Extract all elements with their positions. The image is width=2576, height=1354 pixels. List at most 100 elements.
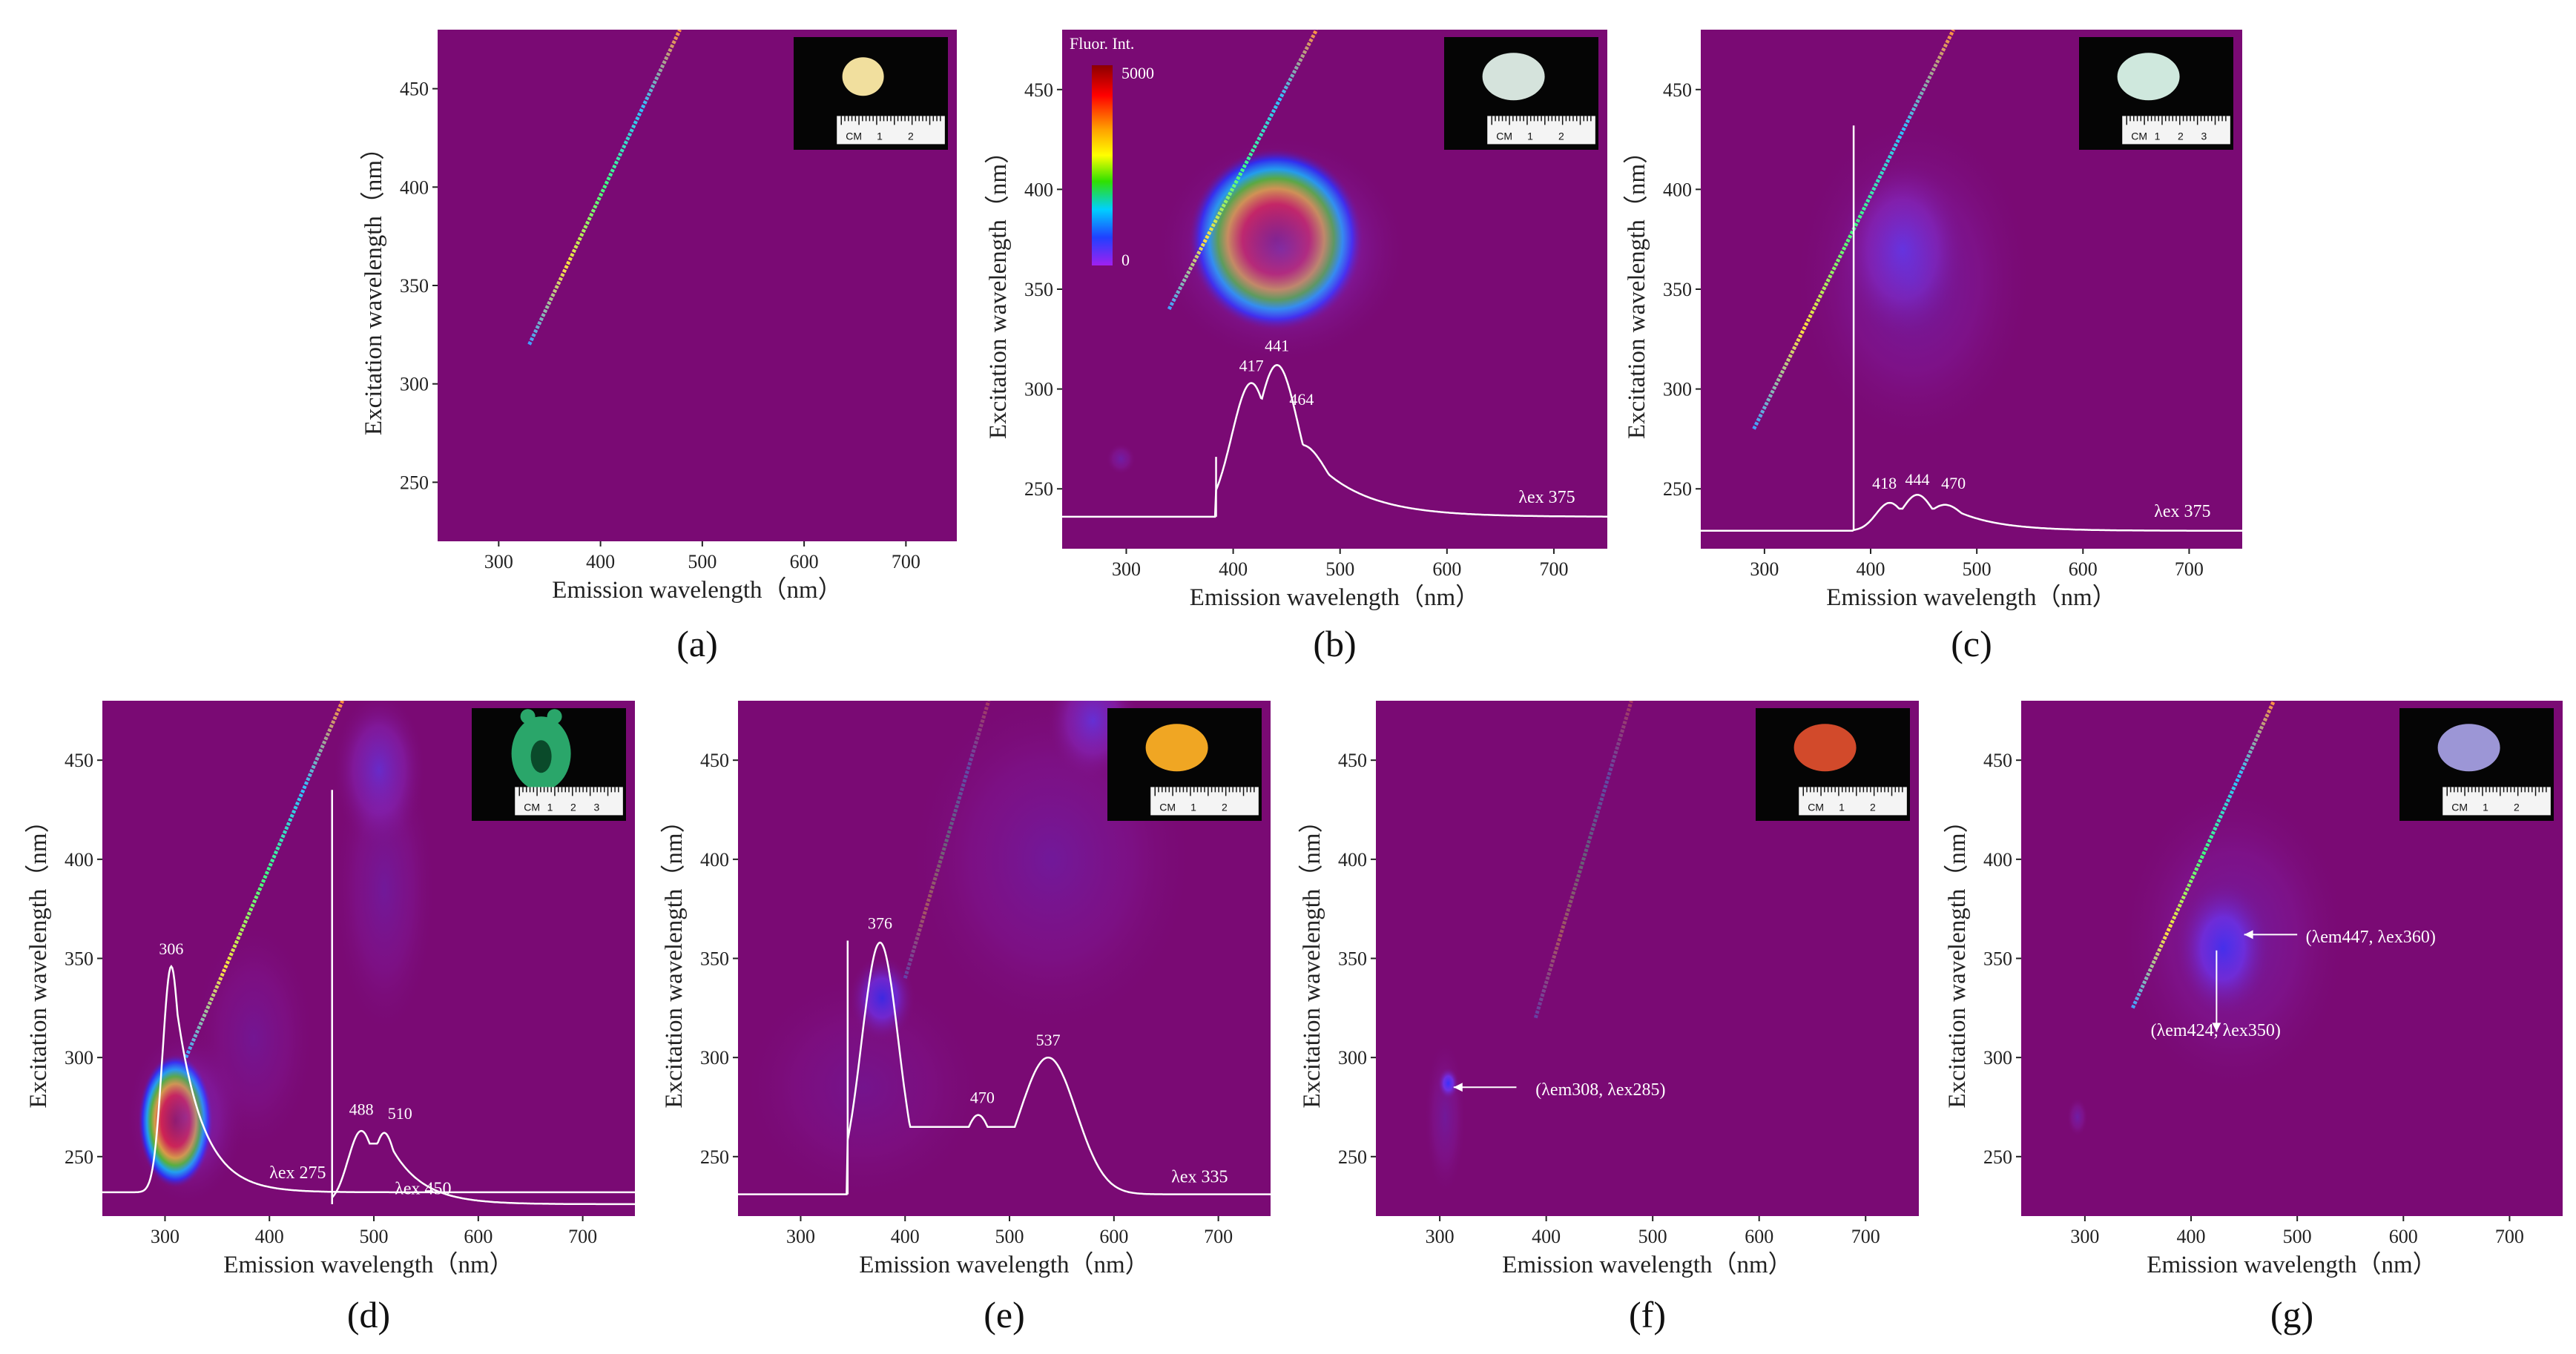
ruler-label: 2 bbox=[2178, 130, 2184, 142]
x-tick-label: 500 bbox=[1638, 1226, 1667, 1247]
x-tick-label: 300 bbox=[484, 551, 513, 572]
emission-spectrum-curve bbox=[102, 964, 635, 1194]
inset-photo: CM 1 2 3 bbox=[472, 708, 626, 821]
gem-sample bbox=[2437, 724, 2500, 772]
y-tick-label: 350 bbox=[1983, 948, 2012, 970]
y-axis-label: Excitation wavelength（nm） bbox=[25, 808, 52, 1108]
peak-label: 537 bbox=[1036, 1031, 1061, 1049]
y-tick-label: 450 bbox=[400, 79, 429, 100]
inset-photo: CM 1 2 bbox=[1444, 37, 1598, 150]
x-tick-label: 400 bbox=[1857, 558, 1885, 580]
x-tick-label: 600 bbox=[1099, 1226, 1128, 1247]
y-tick-label: 300 bbox=[400, 374, 429, 395]
panel-label: (a) bbox=[676, 623, 718, 664]
x-tick-label: 400 bbox=[891, 1226, 920, 1247]
x-tick-label: 700 bbox=[2175, 558, 2204, 580]
y-tick-label: 450 bbox=[1338, 750, 1367, 771]
colorbar-max-label: 5000 bbox=[1121, 64, 1154, 82]
emission-spectrum-curve bbox=[738, 941, 1271, 1195]
peak-label: 418 bbox=[1872, 474, 1897, 492]
x-tick-label: 400 bbox=[586, 551, 615, 572]
x-tick-label: 300 bbox=[1426, 1226, 1455, 1247]
x-tick-label: 600 bbox=[790, 551, 819, 572]
spectrum-annotation: λex 335 bbox=[1171, 1168, 1228, 1187]
peak-label: 470 bbox=[970, 1089, 995, 1107]
y-tick-label: 300 bbox=[65, 1047, 93, 1069]
plot-content: (λem308, λex285) bbox=[1423, 701, 1666, 1197]
panel-label: (b) bbox=[1313, 623, 1356, 664]
x-tick-label: 600 bbox=[1745, 1226, 1773, 1247]
x-tick-label: 600 bbox=[1432, 558, 1461, 580]
y-tick-label: 350 bbox=[65, 948, 93, 970]
annotation-arrowhead bbox=[1453, 1083, 1463, 1092]
y-tick-label: 400 bbox=[65, 849, 93, 871]
ruler-label: 1 bbox=[2155, 130, 2161, 142]
x-axis-label: Emission wavelength（nm） bbox=[859, 1252, 1149, 1278]
ruler-label: CM bbox=[2131, 130, 2147, 142]
x-tick-label: 700 bbox=[2495, 1226, 2524, 1247]
ruler-label: 1 bbox=[1839, 801, 1845, 813]
peak-label: 470 bbox=[1941, 474, 1966, 492]
ruler-label: 2 bbox=[1222, 801, 1228, 813]
inset-photo: CM 1 2 bbox=[794, 37, 948, 150]
emission-spectrum-curve bbox=[1701, 494, 2242, 532]
rayleigh-scatter-line bbox=[903, 701, 991, 979]
ruler-label: 2 bbox=[1870, 801, 1876, 813]
x-tick-label: 300 bbox=[2070, 1226, 2099, 1247]
x-tick-label: 700 bbox=[568, 1226, 597, 1247]
y-tick-label: 400 bbox=[1983, 849, 2012, 871]
y-tick-label: 300 bbox=[1983, 1047, 2012, 1069]
y-tick-label: 350 bbox=[1338, 948, 1367, 970]
spectrum-annotation: (λem424, λex350) bbox=[2151, 1021, 2281, 1040]
x-tick-label: 500 bbox=[1325, 558, 1354, 580]
peak-label: 464 bbox=[1289, 390, 1314, 409]
y-tick-label: 400 bbox=[1338, 849, 1367, 871]
panel-g: (λem447, λex360) (λem424, λex350) CM 1 2 300 4… bbox=[1944, 701, 2563, 1335]
x-tick-label: 300 bbox=[1112, 558, 1141, 580]
ruler-label: 3 bbox=[2201, 130, 2207, 142]
y-axis-label: Excitation wavelength（nm） bbox=[1624, 139, 1650, 439]
x-axis-label: Emission wavelength（nm） bbox=[1502, 1252, 1792, 1278]
y-tick-label: 300 bbox=[700, 1047, 729, 1069]
plot-content: 306 488 510 λex 275 λex 450 bbox=[102, 701, 635, 1206]
colorbar-title: Fluor. Int. bbox=[1070, 34, 1134, 53]
fluorescence-blob bbox=[191, 919, 317, 1157]
y-tick-label: 400 bbox=[700, 849, 729, 871]
fluorescence-blob bbox=[738, 968, 989, 1206]
y-tick-label: 250 bbox=[1983, 1146, 2012, 1168]
x-tick-label: 500 bbox=[1963, 558, 1992, 580]
y-tick-label: 250 bbox=[1663, 478, 1692, 500]
ruler-label: CM bbox=[1159, 801, 1176, 813]
panel-c: 418 444 470 λex 375 CM 1 2 3 300 400 500 600 700 250 3… bbox=[1624, 30, 2242, 664]
panel-f: (λem308, λex285) CM 1 2 300 400 500 600 700 250 30… bbox=[1299, 701, 1919, 1335]
fluorescence-blob bbox=[2066, 1097, 2089, 1137]
x-tick-label: 400 bbox=[1532, 1226, 1561, 1247]
x-tick-label: 600 bbox=[464, 1226, 493, 1247]
x-axis-label: Emission wavelength（nm） bbox=[1190, 584, 1480, 611]
spectrum-annotation: (λem447, λex360) bbox=[2306, 928, 2436, 947]
y-axis-label: Excitation wavelength（nm） bbox=[1299, 808, 1325, 1108]
ruler-label: CM bbox=[1808, 801, 1824, 813]
fluorescence-blob bbox=[1106, 443, 1136, 475]
x-tick-label: 500 bbox=[2283, 1226, 2312, 1247]
rayleigh-scatter-line bbox=[1167, 30, 1319, 311]
inset-photo: CM 1 2 bbox=[1107, 708, 1262, 821]
peak-label: 306 bbox=[159, 939, 183, 958]
y-tick-label: 450 bbox=[700, 750, 729, 771]
ruler-label: CM bbox=[2451, 801, 2468, 813]
gem-hole bbox=[530, 740, 552, 773]
ruler-label: 1 bbox=[1527, 130, 1533, 142]
x-tick-label: 400 bbox=[2177, 1226, 2206, 1247]
y-tick-label: 250 bbox=[700, 1146, 729, 1168]
x-tick-label: 600 bbox=[2069, 558, 2098, 580]
emission-spectrum-curve bbox=[331, 1129, 635, 1206]
inset-photo: CM 1 2 3 bbox=[2079, 37, 2233, 150]
x-tick-label: 700 bbox=[1851, 1226, 1880, 1247]
fluorescence-blob bbox=[332, 740, 437, 1038]
y-tick-label: 350 bbox=[400, 275, 429, 297]
peak-label: 444 bbox=[1905, 470, 1930, 489]
x-axis-label: Emission wavelength（nm） bbox=[2147, 1252, 2437, 1278]
ruler-label: CM bbox=[1496, 130, 1512, 142]
y-tick-label: 300 bbox=[1663, 379, 1692, 400]
